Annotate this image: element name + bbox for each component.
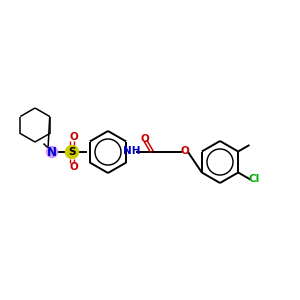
Text: S: S	[68, 147, 76, 157]
Circle shape	[65, 146, 79, 158]
Text: Cl: Cl	[249, 175, 260, 184]
Text: N: N	[47, 146, 57, 158]
Text: O: O	[70, 162, 78, 172]
Text: O: O	[140, 134, 149, 144]
Text: O: O	[181, 146, 189, 157]
Text: O: O	[70, 132, 78, 142]
Circle shape	[46, 146, 58, 158]
Text: NH: NH	[123, 146, 141, 157]
